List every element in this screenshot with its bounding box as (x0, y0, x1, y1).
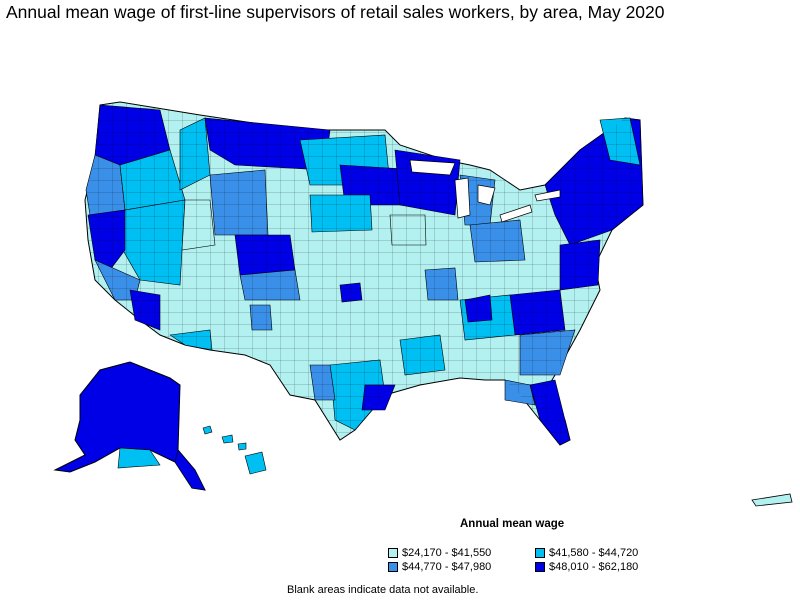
great-lakes (409, 159, 561, 223)
legend-label: $24,170 - $41,550 (402, 547, 492, 559)
legend-item: $41,580 - $44,720 (535, 547, 638, 559)
legend-label: $48,010 - $62,180 (549, 561, 639, 573)
puerto-rico (751, 493, 793, 507)
hawaii (202, 425, 267, 475)
data-availability-note: Blank areas indicate data not available. (287, 584, 479, 596)
legend-label: $44,770 - $47,980 (402, 561, 492, 573)
legend-swatch (388, 548, 398, 558)
legend-title: Annual mean wage (460, 518, 565, 530)
legend-item: $24,170 - $41,550 (388, 547, 491, 559)
legend-swatch (535, 548, 545, 558)
legend-item: $44,770 - $47,980 (388, 561, 491, 573)
legend-swatch (388, 562, 398, 572)
legend-label: $41,580 - $44,720 (549, 547, 639, 559)
map-title: Annual mean wage of first-line superviso… (6, 2, 665, 22)
legend-swatch (535, 562, 545, 572)
legend-item: $48,010 - $62,180 (535, 561, 638, 573)
